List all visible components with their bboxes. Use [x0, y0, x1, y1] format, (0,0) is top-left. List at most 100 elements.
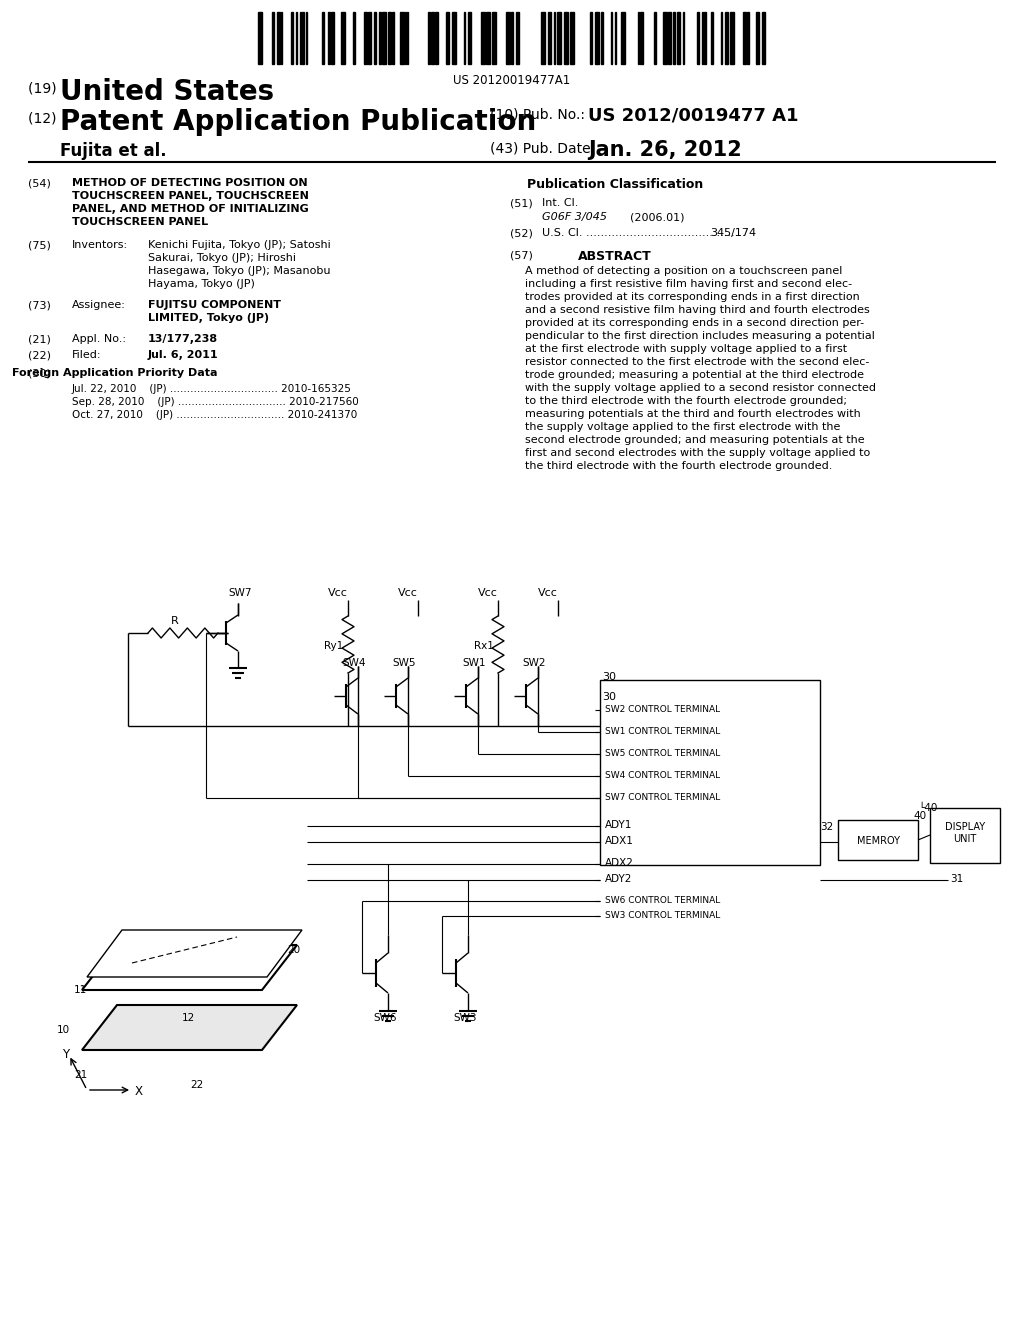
Text: (2006.01): (2006.01) — [630, 213, 684, 222]
Text: METHOD OF DETECTING POSITION ON: METHOD OF DETECTING POSITION ON — [72, 178, 307, 187]
Bar — [838, 820, 918, 861]
Bar — [600, 680, 820, 865]
Text: Hasegawa, Tokyo (JP); Masanobu: Hasegawa, Tokyo (JP); Masanobu — [148, 267, 331, 276]
Text: 30: 30 — [602, 692, 616, 702]
Bar — [428, 12, 430, 63]
Text: FUJITSU COMPONENT: FUJITSU COMPONENT — [148, 300, 281, 310]
Bar — [601, 12, 603, 63]
Text: R: R — [171, 616, 179, 626]
Text: SW2 CONTROL TERMINAL: SW2 CONTROL TERMINAL — [605, 705, 720, 714]
Text: (52): (52) — [510, 228, 532, 238]
Text: trode grounded; measuring a potential at the third electrode: trode grounded; measuring a potential at… — [525, 370, 864, 380]
Bar — [668, 12, 671, 63]
Text: SW4 CONTROL TERMINAL: SW4 CONTROL TERMINAL — [605, 771, 720, 780]
Polygon shape — [82, 1005, 297, 1049]
Text: 13/177,238: 13/177,238 — [148, 334, 218, 345]
Bar — [468, 12, 471, 63]
Text: with the supply voltage applied to a second resistor connected: with the supply voltage applied to a sec… — [525, 383, 876, 393]
Text: SW6: SW6 — [373, 1012, 396, 1023]
Bar — [341, 12, 345, 63]
Bar — [506, 12, 510, 63]
Text: 20: 20 — [287, 945, 300, 954]
Bar — [492, 12, 496, 63]
Text: SW2: SW2 — [522, 657, 546, 668]
Text: SW5 CONTROL TERMINAL: SW5 CONTROL TERMINAL — [605, 748, 720, 758]
Text: X: X — [135, 1085, 143, 1098]
Text: SW3 CONTROL TERMINAL: SW3 CONTROL TERMINAL — [605, 911, 720, 920]
Text: United States: United States — [60, 78, 274, 106]
Bar — [374, 12, 376, 63]
Bar — [516, 12, 519, 63]
Text: and a second resistive film having third and fourth electrodes: and a second resistive film having third… — [525, 305, 869, 315]
Bar — [452, 12, 456, 63]
Bar — [930, 808, 1000, 863]
Text: including a first resistive film having first and second elec-: including a first resistive film having … — [525, 279, 852, 289]
Text: SW5: SW5 — [392, 657, 416, 668]
Bar — [654, 12, 656, 63]
Bar — [564, 12, 568, 63]
Bar — [331, 12, 334, 63]
Bar — [368, 12, 371, 63]
Text: U.S. Cl. ............................................: U.S. Cl. ...............................… — [542, 228, 745, 238]
Bar — [640, 12, 643, 63]
Text: 10: 10 — [57, 1026, 70, 1035]
Text: Inventors:: Inventors: — [72, 240, 128, 249]
Text: 21: 21 — [74, 1071, 87, 1080]
Bar — [353, 12, 355, 63]
Bar — [435, 12, 438, 63]
Text: (75): (75) — [28, 240, 51, 249]
Text: SW7: SW7 — [228, 587, 252, 598]
Bar — [446, 12, 449, 63]
Text: ADX1: ADX1 — [605, 836, 634, 846]
Bar — [548, 12, 551, 63]
Text: SW7 CONTROL TERMINAL: SW7 CONTROL TERMINAL — [605, 793, 720, 803]
Text: to the third electrode with the fourth electrode grounded;: to the third electrode with the fourth e… — [525, 396, 847, 407]
Text: ADY2: ADY2 — [605, 874, 633, 884]
Text: Ry1: Ry1 — [324, 642, 343, 651]
Bar — [302, 12, 304, 63]
Text: at the first electrode with supply voltage applied to a first: at the first electrode with supply volta… — [525, 345, 847, 354]
Bar — [258, 12, 262, 63]
Text: SW4: SW4 — [342, 657, 366, 668]
Text: Vcc: Vcc — [478, 587, 498, 598]
Text: 32: 32 — [820, 822, 834, 832]
Text: ADX2: ADX2 — [605, 858, 634, 869]
Text: DISPLAY: DISPLAY — [945, 822, 985, 832]
Text: (12): (12) — [28, 112, 60, 125]
Text: SW1: SW1 — [462, 657, 485, 668]
Text: Oct. 27, 2010    (JP) ................................ 2010-241370: Oct. 27, 2010 (JP) .....................… — [72, 411, 357, 420]
Text: measuring potentials at the third and fourth electrodes with: measuring potentials at the third and fo… — [525, 409, 861, 418]
Bar — [725, 12, 728, 63]
Bar — [621, 12, 625, 63]
Text: US 20120019477A1: US 20120019477A1 — [454, 74, 570, 87]
Bar — [328, 12, 330, 63]
Text: 30: 30 — [602, 672, 616, 682]
Text: the supply voltage applied to the first electrode with the: the supply voltage applied to the first … — [525, 422, 841, 432]
Text: Vcc: Vcc — [328, 587, 348, 598]
Bar — [272, 12, 274, 63]
Text: TOUCHSCREEN PANEL: TOUCHSCREEN PANEL — [72, 216, 208, 227]
Text: Hayama, Tokyo (JP): Hayama, Tokyo (JP) — [148, 279, 255, 289]
Bar — [511, 12, 513, 63]
Bar — [570, 12, 574, 63]
Text: 31: 31 — [950, 874, 964, 884]
Text: Fujita et al.: Fujita et al. — [60, 143, 167, 160]
Text: Appl. No.:: Appl. No.: — [72, 334, 126, 345]
Bar — [673, 12, 675, 63]
Bar — [278, 12, 280, 63]
Text: Filed:: Filed: — [72, 350, 101, 360]
Text: Vcc: Vcc — [538, 587, 558, 598]
Text: PANEL, AND METHOD OF INITIALIZING: PANEL, AND METHOD OF INITIALIZING — [72, 205, 309, 214]
Text: US 2012/0019477 A1: US 2012/0019477 A1 — [588, 106, 799, 124]
Bar — [486, 12, 490, 63]
Bar — [595, 12, 599, 63]
Text: (19): (19) — [28, 82, 61, 96]
Text: UNIT: UNIT — [953, 834, 977, 843]
Bar — [663, 12, 667, 63]
Bar — [388, 12, 391, 63]
Bar — [322, 12, 324, 63]
Text: Sep. 28, 2010    (JP) ................................ 2010-217560: Sep. 28, 2010 (JP) .....................… — [72, 397, 358, 407]
Bar — [400, 12, 404, 63]
Text: Jul. 22, 2010    (JP) ................................ 2010-165325: Jul. 22, 2010 (JP) .....................… — [72, 384, 352, 393]
Text: Jan. 26, 2012: Jan. 26, 2012 — [588, 140, 741, 160]
